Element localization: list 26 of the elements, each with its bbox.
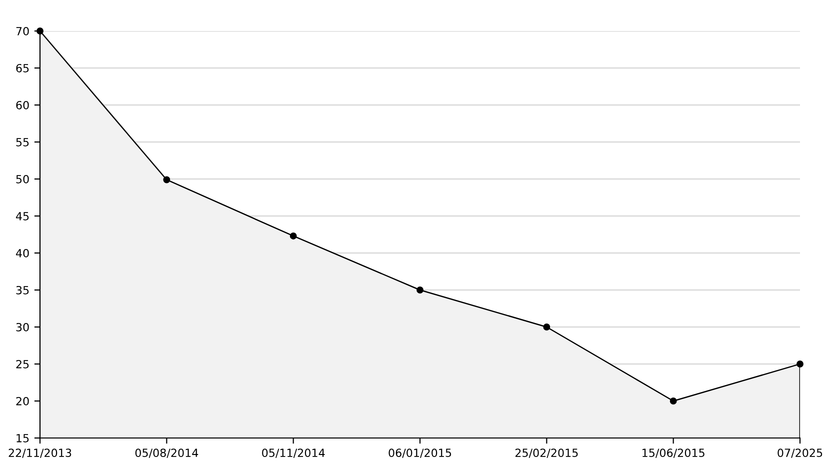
x-tick-label: 05/08/2014: [135, 448, 198, 458]
y-tick-label: 15: [16, 434, 29, 442]
x-tick-label: 06/01/2015: [388, 448, 452, 458]
y-tick-label: 25: [16, 360, 29, 368]
point: [36, 28, 44, 34]
x-tick-label: 05/11/2014: [262, 448, 325, 458]
x-tick-label: 22/11/2013: [8, 448, 72, 458]
y-tick-label: 40: [16, 248, 29, 258]
point: [543, 324, 550, 330]
x-tick-label: 25/02/2015: [515, 448, 578, 458]
y-tick-label: 60: [16, 100, 29, 110]
point: [163, 176, 170, 184]
y-tick-label: 30: [16, 322, 29, 332]
point: [290, 232, 297, 240]
y-tick-label: 45: [16, 212, 29, 220]
y-tick-label: 55: [16, 138, 29, 146]
y-tick-label: 50: [16, 174, 29, 184]
point: [670, 398, 677, 404]
y-tick-label: 35: [16, 286, 29, 294]
y-tick-label: 20: [16, 396, 29, 406]
y-tick-label: 70: [16, 26, 29, 36]
point: [796, 360, 804, 368]
x-tick-label: 07/2025: [778, 448, 822, 458]
x-tick-label: 15/06/2015: [642, 448, 704, 458]
point: [416, 286, 424, 294]
y-tick-label: 65: [16, 64, 29, 72]
